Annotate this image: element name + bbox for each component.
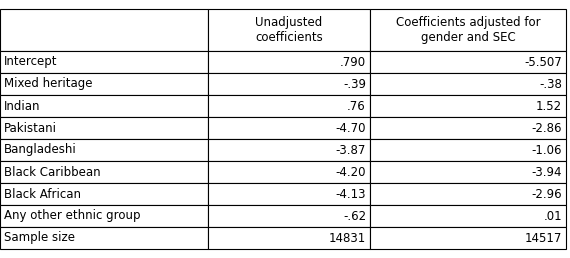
Bar [208, 205, 370, 227]
Text: -.38: -.38 [539, 77, 562, 91]
Text: Mixed heritage: Mixed heritage [4, 77, 92, 91]
Text: -3.94: -3.94 [531, 165, 562, 179]
Text: -.62: -.62 [343, 209, 366, 222]
Bar [370, 73, 566, 95]
Bar [0, 227, 208, 249]
Text: .01: .01 [543, 209, 562, 222]
Text: Any other ethnic group: Any other ethnic group [4, 209, 140, 222]
Bar [208, 183, 370, 205]
Bar [208, 161, 370, 183]
Bar [370, 139, 566, 161]
Text: Intercept: Intercept [4, 55, 58, 69]
Text: Black Caribbean: Black Caribbean [4, 165, 101, 179]
Bar [370, 227, 566, 249]
Bar [0, 117, 208, 139]
Bar [370, 183, 566, 205]
Bar [208, 95, 370, 117]
Text: -5.507: -5.507 [524, 55, 562, 69]
Text: Indian: Indian [4, 100, 40, 112]
Text: .790: .790 [340, 55, 366, 69]
Bar [208, 117, 370, 139]
Text: -4.13: -4.13 [336, 188, 366, 200]
Bar [0, 161, 208, 183]
Bar [0, 51, 208, 73]
Bar [370, 9, 566, 51]
Bar [0, 73, 208, 95]
Bar [370, 95, 566, 117]
Text: Coefficients adjusted for
gender and SEC: Coefficients adjusted for gender and SEC [396, 16, 540, 44]
Text: Unadjusted
coefficients: Unadjusted coefficients [255, 16, 323, 44]
Text: Bangladeshi: Bangladeshi [4, 143, 77, 157]
Text: Pakistani: Pakistani [4, 122, 57, 134]
Text: .76: .76 [347, 100, 366, 112]
Text: -3.87: -3.87 [336, 143, 366, 157]
Bar [0, 205, 208, 227]
Text: -2.96: -2.96 [531, 188, 562, 200]
Bar [370, 161, 566, 183]
Text: -4.20: -4.20 [336, 165, 366, 179]
Bar [0, 9, 208, 51]
Bar [370, 51, 566, 73]
Text: -1.06: -1.06 [531, 143, 562, 157]
Bar [0, 95, 208, 117]
Bar [0, 183, 208, 205]
Text: Sample size: Sample size [4, 231, 75, 245]
Bar [208, 227, 370, 249]
Text: -2.86: -2.86 [531, 122, 562, 134]
Bar [208, 51, 370, 73]
Bar [208, 9, 370, 51]
Bar [370, 117, 566, 139]
Bar [208, 139, 370, 161]
Text: 1.52: 1.52 [536, 100, 562, 112]
Text: 14831: 14831 [329, 231, 366, 245]
Bar [370, 205, 566, 227]
Text: 14517: 14517 [524, 231, 562, 245]
Text: Black African: Black African [4, 188, 81, 200]
Text: -.39: -.39 [343, 77, 366, 91]
Text: -4.70: -4.70 [336, 122, 366, 134]
Bar [208, 73, 370, 95]
Bar [0, 139, 208, 161]
